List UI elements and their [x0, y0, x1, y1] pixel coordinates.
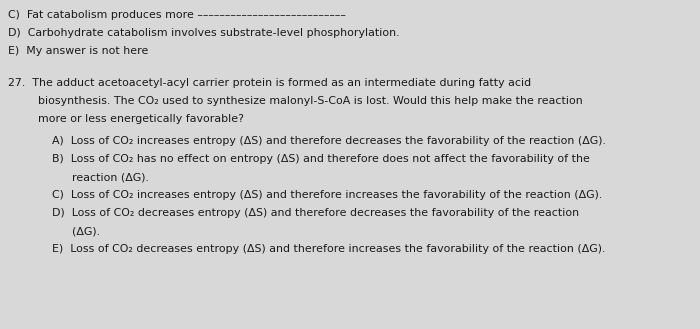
Text: C)  Fat catabolism produces more –––––––––––––––––––––––––––: C) Fat catabolism produces more ––––––––…: [8, 10, 346, 20]
Text: E)  Loss of CO₂ decreases entropy (ΔS) and therefore increases the favorability : E) Loss of CO₂ decreases entropy (ΔS) an…: [52, 244, 606, 254]
Text: 27.  The adduct acetoacetyl-acyl carrier protein is formed as an intermediate du: 27. The adduct acetoacetyl-acyl carrier …: [8, 78, 531, 88]
Text: reaction (ΔG).: reaction (ΔG).: [72, 172, 149, 182]
Text: C)  Loss of CO₂ increases entropy (ΔS) and therefore increases the favorability : C) Loss of CO₂ increases entropy (ΔS) an…: [52, 190, 602, 200]
Text: (ΔG).: (ΔG).: [72, 226, 100, 236]
Text: A)  Loss of CO₂ increases entropy (ΔS) and therefore decreases the favorability : A) Loss of CO₂ increases entropy (ΔS) an…: [52, 136, 606, 146]
Text: B)  Loss of CO₂ has no effect on entropy (ΔS) and therefore does not affect the : B) Loss of CO₂ has no effect on entropy …: [52, 154, 590, 164]
Text: E)  My answer is not here: E) My answer is not here: [8, 46, 148, 56]
Text: biosynthesis. The CO₂ used to synthesize malonyl-S-CoA is lost. Would this help : biosynthesis. The CO₂ used to synthesize…: [38, 96, 582, 106]
Text: D)  Loss of CO₂ decreases entropy (ΔS) and therefore decreases the favorability : D) Loss of CO₂ decreases entropy (ΔS) an…: [52, 208, 579, 218]
Text: D)  Carbohydrate catabolism involves substrate-level phosphorylation.: D) Carbohydrate catabolism involves subs…: [8, 28, 400, 38]
Text: more or less energetically favorable?: more or less energetically favorable?: [38, 114, 244, 124]
